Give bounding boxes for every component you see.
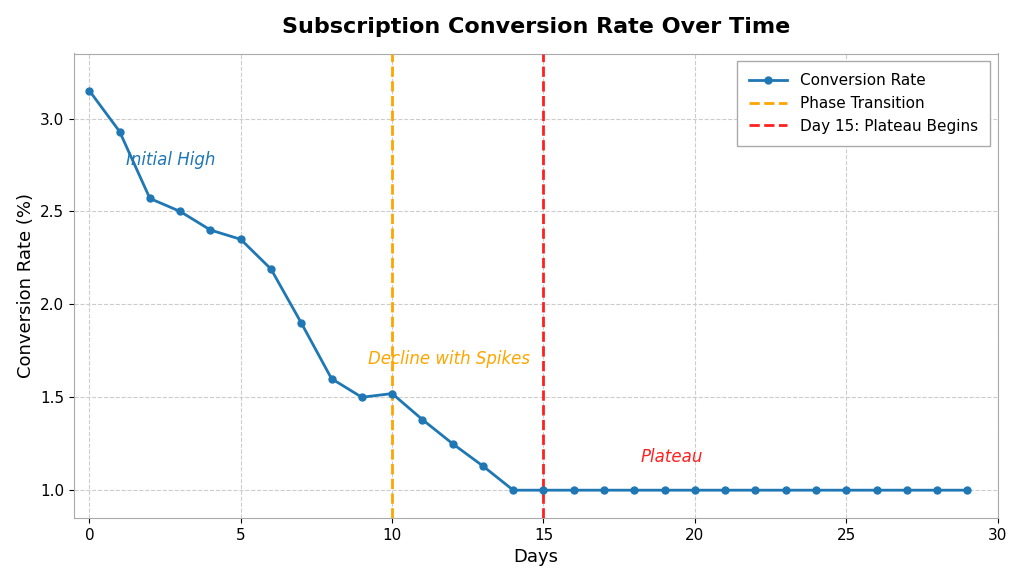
Conversion Rate [598,487,610,494]
Conversion Rate [719,487,731,494]
Conversion Rate [446,440,459,447]
Conversion Rate [779,487,792,494]
Title: Subscription Conversion Rate Over Time: Subscription Conversion Rate Over Time [282,17,791,37]
Conversion Rate [810,487,822,494]
Conversion Rate [567,487,580,494]
Text: Plateau: Plateau [640,448,702,466]
Day 15: Plateau Begins: (15, 1): Plateau Begins: (15, 1) [538,487,550,494]
Conversion Rate [901,487,913,494]
Conversion Rate [234,236,247,243]
Conversion Rate [416,416,428,423]
Legend: Conversion Rate, Phase Transition, Day 15: Plateau Begins: Conversion Rate, Phase Transition, Day 1… [737,61,990,146]
Conversion Rate [205,227,217,234]
X-axis label: Days: Days [513,549,558,566]
Conversion Rate [507,487,519,494]
Conversion Rate [83,87,95,94]
Text: Initial High: Initial High [126,151,215,169]
Conversion Rate [750,487,762,494]
Conversion Rate [114,128,126,135]
Conversion Rate [689,487,701,494]
Text: Decline with Spikes: Decline with Spikes [368,350,529,368]
Conversion Rate [295,319,307,326]
Conversion Rate [386,390,398,397]
Conversion Rate [870,487,883,494]
Conversion Rate [265,265,278,272]
Conversion Rate [143,195,156,202]
Conversion Rate [931,487,943,494]
Conversion Rate [477,462,489,469]
Conversion Rate [355,394,368,401]
Conversion Rate [174,208,186,215]
Y-axis label: Conversion Rate (%): Conversion Rate (%) [16,194,35,378]
Conversion Rate [326,375,338,382]
Phase Transition [386,487,398,494]
Conversion Rate [538,487,550,494]
Conversion Rate [840,487,852,494]
Conversion Rate [628,487,640,494]
Conversion Rate [658,487,671,494]
Conversion Rate [962,487,974,494]
Line: Conversion Rate: Conversion Rate [86,87,971,494]
